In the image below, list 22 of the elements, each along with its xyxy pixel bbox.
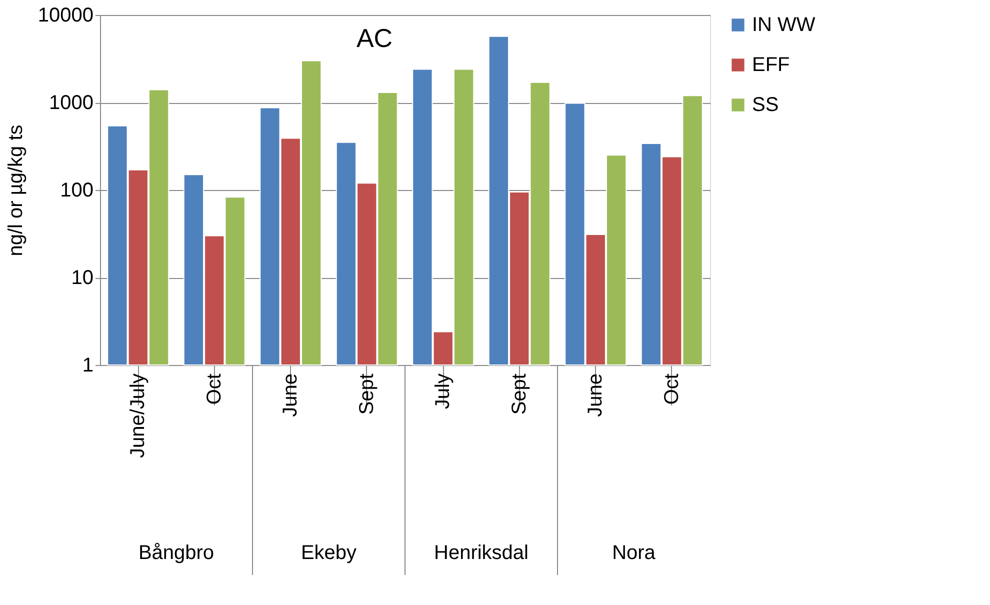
x-tick-label: June [584, 374, 607, 417]
y-tick-label: 100 [60, 180, 94, 202]
y-axis-title: ng/l or µg/kg ts [4, 124, 27, 256]
y-tick-label: 1000 [49, 92, 94, 114]
x-tick-label: July [432, 374, 454, 410]
text: Bångbro [138, 542, 214, 564]
x-tick-label: Oct [660, 373, 683, 405]
legend-label: IN WW [752, 14, 816, 36]
y-tick-label: 10000 [38, 4, 94, 26]
y-tick-label: 1 [82, 354, 94, 376]
x-tick-label: Sept [508, 373, 530, 415]
x-tick-label: Oct [203, 373, 226, 405]
text: Ekeby [300, 542, 357, 564]
y-tick-label: 10 [71, 267, 94, 289]
legend-label: SS [752, 94, 779, 116]
x-tick-label: June [280, 374, 302, 417]
x-tick-label: Sept [356, 373, 378, 415]
text: Nora [612, 542, 656, 564]
text: Henriksdal [434, 542, 528, 564]
chart-title: AC [356, 23, 393, 53]
x-tick-label: June/July [127, 374, 150, 458]
legend-label: EFF [752, 54, 790, 76]
